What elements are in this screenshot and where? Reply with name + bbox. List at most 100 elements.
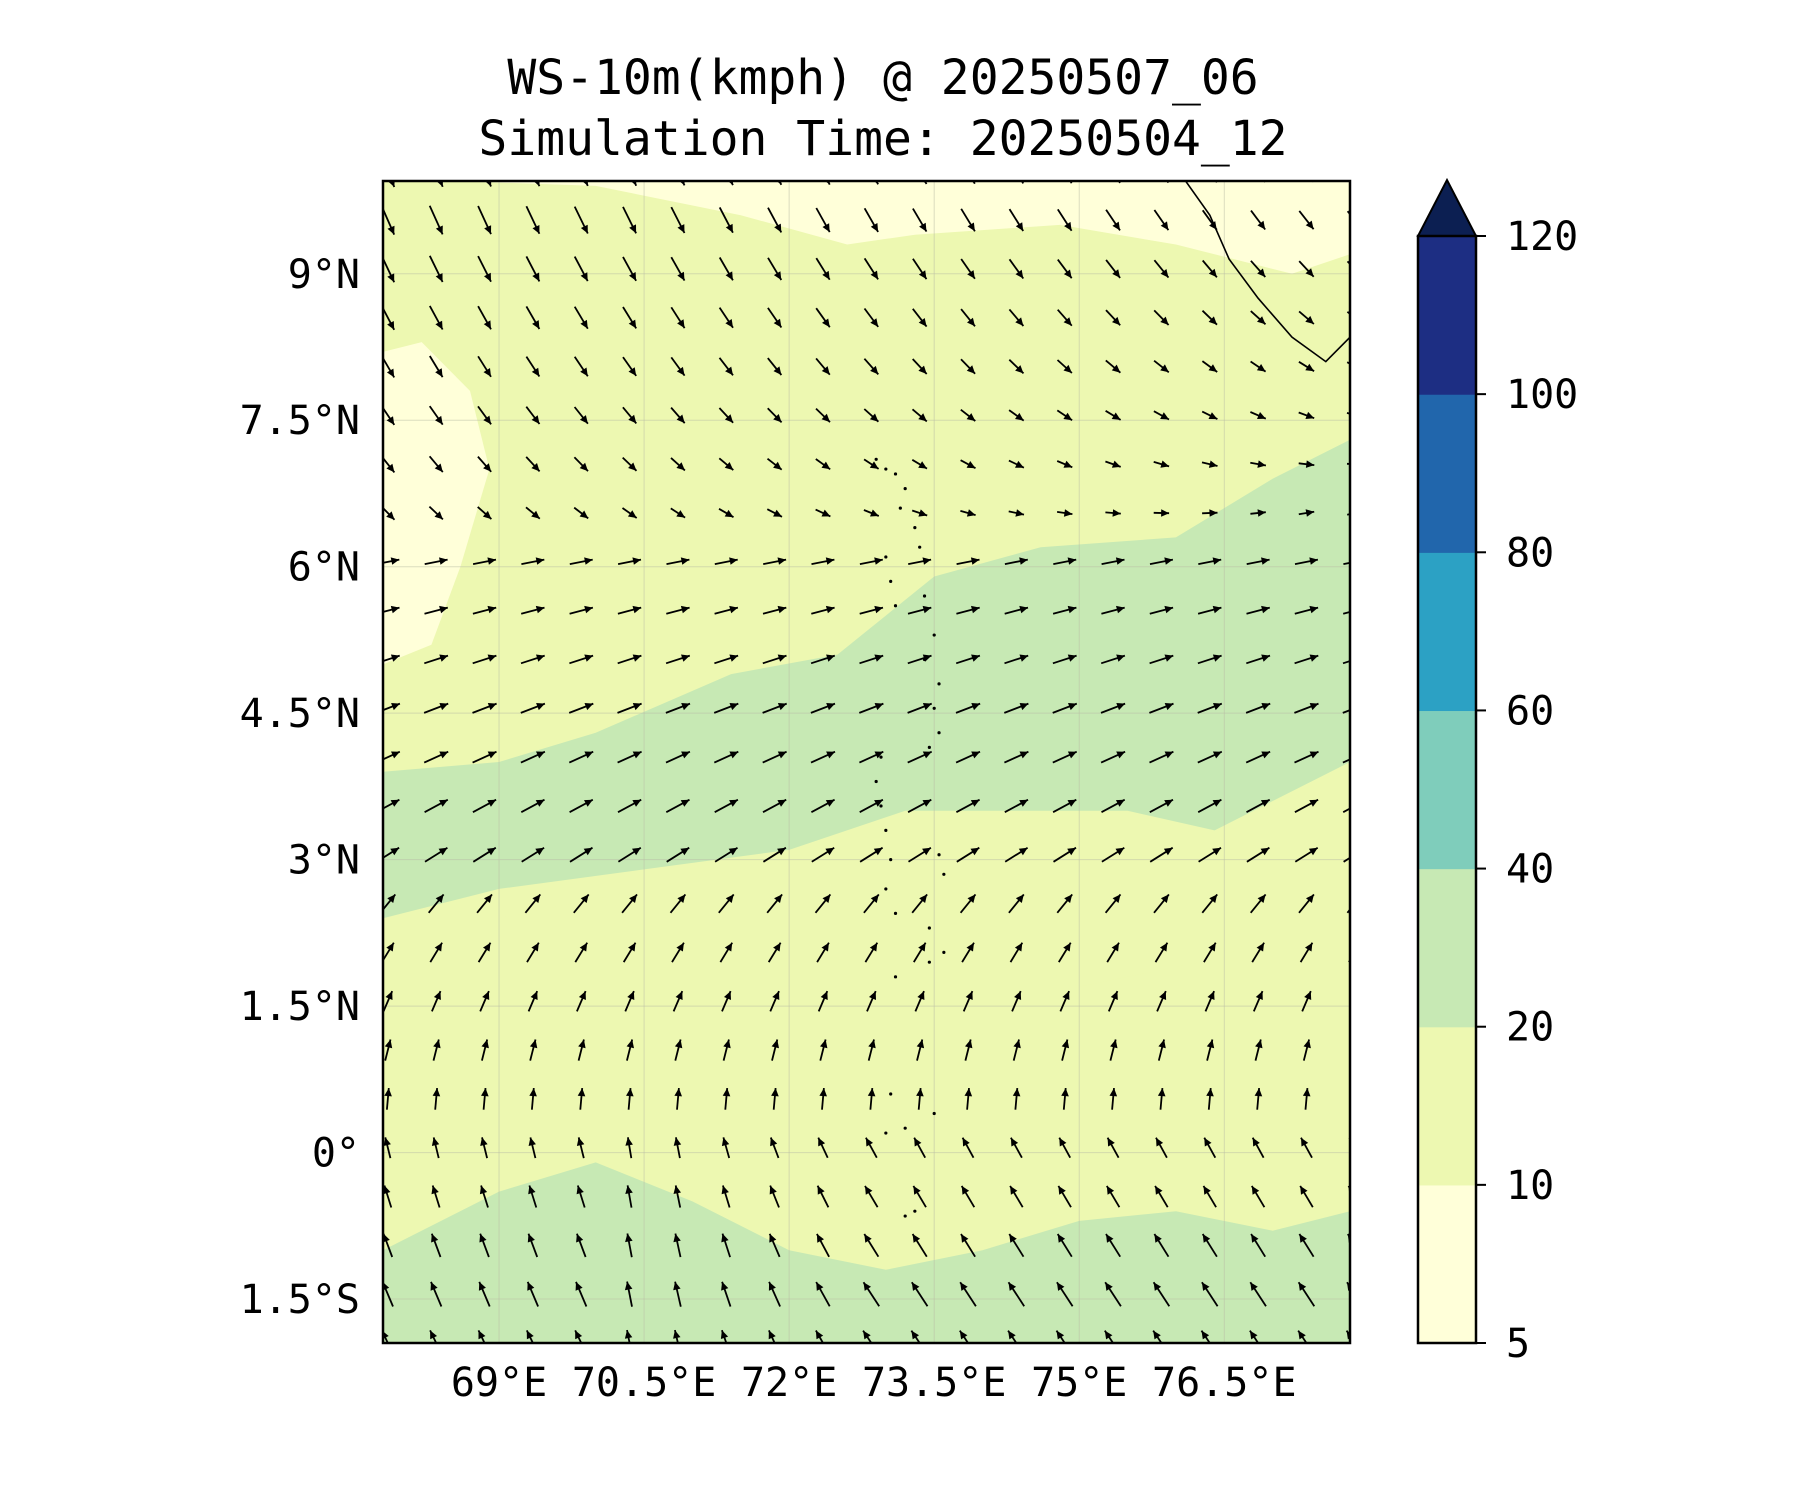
wind-vector [961, 1137, 975, 1159]
wind-vector [1101, 846, 1125, 863]
wind-vector [1153, 1233, 1170, 1258]
wind-vector [1052, 798, 1077, 813]
wind-vector [569, 605, 594, 615]
wind-vector [1201, 1233, 1218, 1258]
atoll-island [913, 526, 917, 530]
wind-vector [1348, 161, 1362, 181]
wind-vector [626, 1039, 634, 1061]
wind-vector [1058, 942, 1072, 963]
wind-vector [769, 1137, 780, 1159]
wind-vector [1250, 210, 1266, 231]
wind-vector [865, 1137, 878, 1159]
wind-vector [1153, 209, 1170, 231]
wind-vector [960, 408, 976, 422]
wind-vector [626, 1088, 634, 1110]
wind-vector [771, 1039, 779, 1061]
wind-vector [1056, 1233, 1073, 1258]
wind-vector [573, 356, 589, 377]
wind-vector [955, 702, 981, 714]
wind-vector [525, 305, 541, 330]
wind-vector [1298, 260, 1315, 278]
wind-vector [1198, 846, 1222, 863]
wind-vector [1250, 509, 1266, 517]
wind-vector [477, 205, 492, 235]
wind-vector [1058, 1137, 1071, 1159]
wind-vector [526, 1281, 539, 1307]
x-axis: 69°E 70.5°E 72°E 73.5°E 75°E 76.5°E [451, 1360, 1297, 1406]
wind-vector [1004, 557, 1028, 565]
x-tick-label: 73.5°E [862, 1360, 1007, 1406]
wind-vector [1343, 561, 1350, 565]
x-tick-label: 72°E [741, 1360, 837, 1406]
wind-vector [617, 798, 642, 813]
wind-vector [521, 846, 545, 863]
wind-vector [1011, 990, 1022, 1012]
wind-vector [769, 990, 780, 1012]
wind-vector [428, 255, 444, 283]
wind-vector [864, 942, 879, 963]
wind-vector [762, 702, 788, 714]
wind-vector [1003, 702, 1029, 714]
wind-vector [1252, 990, 1264, 1012]
wind-vector [1153, 309, 1170, 326]
wind-vector [665, 654, 691, 665]
wind-vector [1008, 258, 1025, 280]
wind-vector [766, 508, 783, 518]
wind-vector [1008, 459, 1025, 469]
wind-vector [1352, 1040, 1359, 1061]
wind-vector [819, 1088, 827, 1110]
wind-vector [1263, 181, 1266, 183]
wind-vector [1056, 359, 1073, 374]
wind-vector [477, 405, 492, 425]
wind-vector [383, 654, 400, 662]
wind-vector [960, 258, 976, 280]
wind-vector [1149, 750, 1174, 764]
y-tick-label: 1.5°S [240, 1277, 360, 1323]
wind-vector [670, 256, 686, 282]
atoll-island [942, 872, 946, 876]
atoll-island [889, 579, 893, 583]
wind-vector [1298, 1233, 1315, 1258]
wind-vector [674, 1088, 682, 1110]
wind-vector [1008, 1233, 1025, 1258]
wind-vector [1057, 1185, 1072, 1208]
wind-vector [1250, 1233, 1266, 1258]
wind-vector [1201, 460, 1218, 468]
wind-vector [673, 1233, 682, 1258]
wind-vector [718, 893, 735, 914]
wind-vector [1057, 309, 1073, 327]
wind-vector [1105, 359, 1121, 374]
wind-vector [576, 1137, 585, 1159]
wind-vector [960, 308, 976, 327]
wind-vector [863, 207, 879, 233]
wind-vector [673, 1329, 681, 1343]
wind-vector [1298, 460, 1315, 468]
wind-vector [718, 357, 734, 376]
wind-vector [863, 893, 880, 914]
atoll-island [942, 950, 946, 955]
colorbar-segment [1418, 710, 1476, 870]
wind-vector [1057, 208, 1073, 232]
atoll-island [937, 853, 941, 857]
map-area [381, 161, 1362, 1345]
wind-vector [625, 1233, 633, 1258]
wind-vector [1056, 409, 1073, 422]
wind-vector [907, 605, 932, 615]
wind-vector [817, 1137, 829, 1159]
wind-vector [867, 1088, 876, 1110]
atoll-island [898, 506, 902, 510]
wind-vector [1342, 709, 1350, 714]
wind-vector [859, 846, 884, 863]
wind-vector [907, 798, 932, 813]
wind-vector [1105, 1233, 1121, 1258]
wind-vector [479, 1233, 490, 1258]
wind-vector [1246, 605, 1271, 615]
wind-vector [819, 1039, 828, 1061]
wind-vector [955, 798, 981, 813]
wind-vector [428, 893, 445, 914]
wind-vector [960, 1185, 976, 1208]
wind-vector [525, 1330, 534, 1343]
wind-vector [573, 206, 589, 234]
wind-vector [383, 893, 396, 912]
wind-vector [624, 990, 635, 1012]
